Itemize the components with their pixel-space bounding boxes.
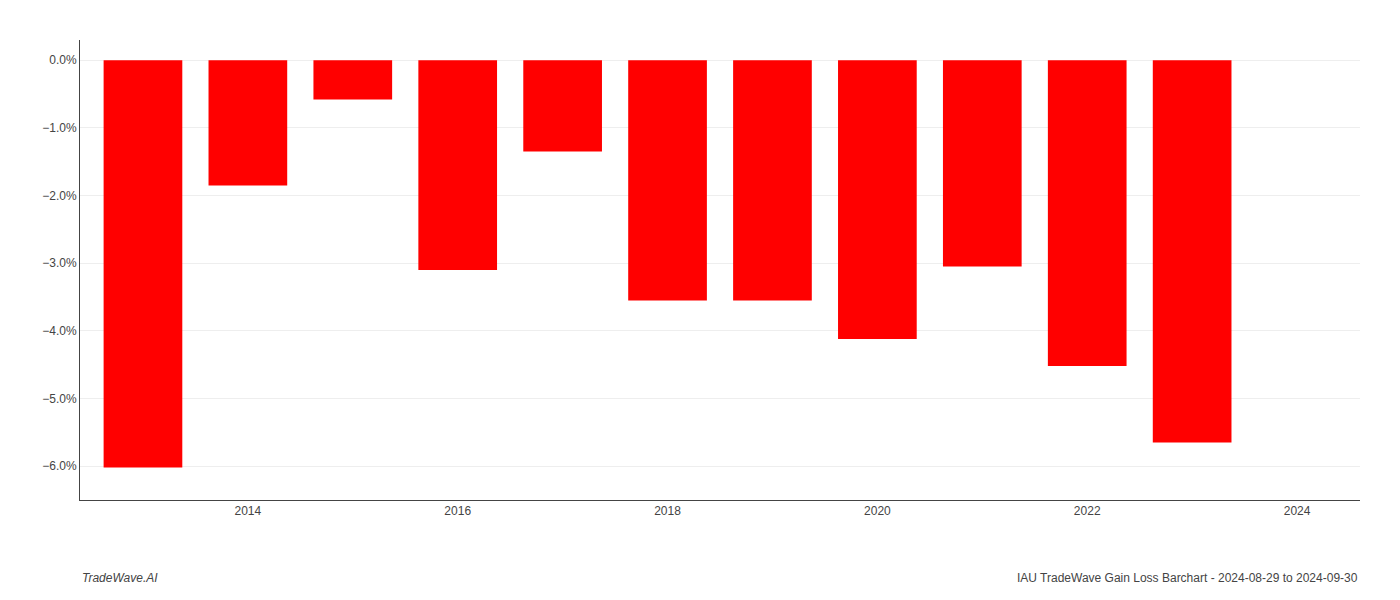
svg-text:−1.0%: −1.0% [42, 121, 77, 135]
svg-text:−2.0%: −2.0% [42, 189, 77, 203]
svg-text:−5.0%: −5.0% [42, 392, 77, 406]
svg-text:2020: 2020 [864, 504, 891, 518]
svg-text:−4.0%: −4.0% [42, 324, 77, 338]
svg-text:−3.0%: −3.0% [42, 256, 77, 270]
svg-text:2016: 2016 [444, 504, 471, 518]
svg-text:0.0%: 0.0% [49, 53, 77, 67]
svg-text:−6.0%: −6.0% [42, 459, 77, 473]
svg-text:TradeWave.AI: TradeWave.AI [82, 571, 158, 585]
svg-text:2018: 2018 [654, 504, 681, 518]
svg-text:2024: 2024 [1284, 504, 1311, 518]
svg-text:2014: 2014 [235, 504, 262, 518]
svg-text:IAU TradeWave Gain Loss Barcha: IAU TradeWave Gain Loss Barchart - 2024-… [1017, 571, 1358, 585]
svg-text:2022: 2022 [1074, 504, 1101, 518]
